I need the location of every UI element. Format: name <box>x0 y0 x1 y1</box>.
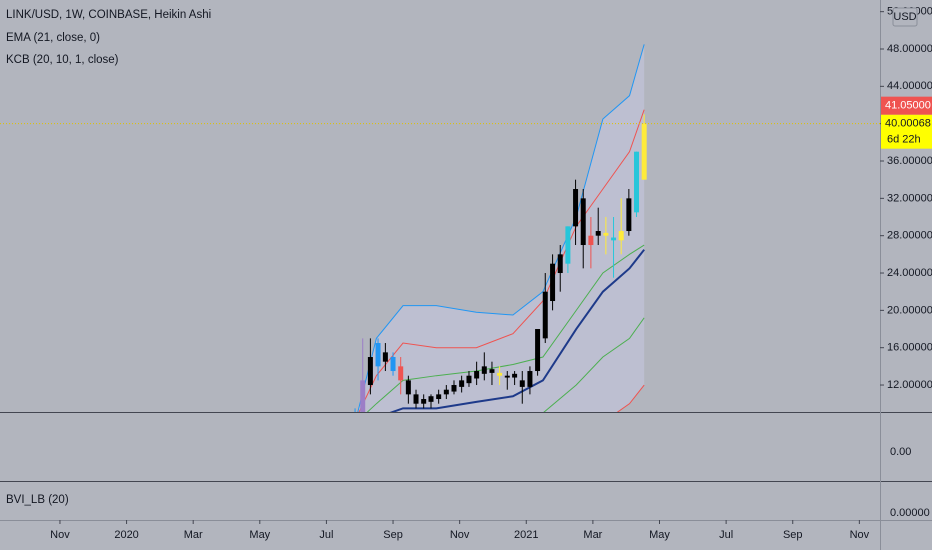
last-price-label: 40.00068 <box>885 118 931 130</box>
pane-tick-label: 0.00000 <box>890 507 930 519</box>
x-tick-label: Sep <box>783 529 803 541</box>
candle-body <box>565 226 571 264</box>
candle-body <box>443 389 449 395</box>
candle-body <box>557 254 563 274</box>
last-price-box <box>881 114 932 149</box>
y-tick-label: 48.00000 <box>887 43 932 55</box>
y-tick-label: 16.00000 <box>887 342 932 354</box>
band-fill <box>357 44 645 412</box>
chart-title: LINK/USD, 1W, COINBASE, Heikin Ashi <box>6 9 211 21</box>
currency-badge <box>892 7 918 27</box>
candle-body <box>367 357 373 386</box>
x-tick-label: Nov <box>450 529 470 541</box>
candle-body <box>580 198 586 246</box>
candle-body <box>459 380 465 387</box>
pane-tick-label: 0.00 <box>890 446 911 458</box>
indicator-label: EMA (21, close, 0) <box>6 32 100 44</box>
x-tick-label: Mar <box>583 529 602 541</box>
candle-body <box>497 372 503 376</box>
x-tick-label: 2021 <box>514 529 538 541</box>
candle-body <box>413 394 419 404</box>
indicator-line <box>366 244 645 412</box>
x-tick-label: Mar <box>184 529 203 541</box>
x-tick-label: May <box>649 529 670 541</box>
x-tick-label: 2020 <box>114 529 138 541</box>
candle-body <box>519 380 525 387</box>
candle-body <box>588 235 594 246</box>
candle-body <box>573 189 579 227</box>
indicator-label: KCB (20, 10, 1, close) <box>6 54 119 66</box>
candle-body <box>618 231 624 241</box>
candle-body <box>421 399 427 404</box>
candle-body <box>382 352 388 362</box>
candle-body <box>405 380 411 395</box>
countdown-label: 6d 22h <box>887 134 921 146</box>
candle-body <box>360 380 366 412</box>
candle-body <box>535 329 541 372</box>
candle-body <box>512 373 518 378</box>
candle-body <box>428 396 434 402</box>
candle-body <box>626 198 632 232</box>
indicator-line <box>358 109 645 412</box>
x-tick-label: Nov <box>50 529 70 541</box>
pane-title: BVI_LB (20) <box>6 494 69 506</box>
candle-body <box>390 357 396 372</box>
candle-body <box>595 231 601 236</box>
marker-price-box <box>881 96 932 115</box>
x-tick-label: Nov <box>850 529 870 541</box>
candle-body <box>436 394 442 400</box>
candle-body <box>550 263 556 302</box>
candle-body <box>634 151 640 213</box>
candle-body <box>398 366 404 381</box>
x-tick-label: Jul <box>319 529 333 541</box>
indicator-line <box>543 317 645 412</box>
y-tick-label: 12.00000 <box>887 379 932 391</box>
candle-body <box>504 375 510 378</box>
currency-label: USD <box>893 11 916 23</box>
candle-body <box>375 343 381 367</box>
marker-price-label: 41.05000 <box>885 100 931 112</box>
candle-body <box>603 232 609 236</box>
y-tick-label: 24.00000 <box>887 267 932 279</box>
candle-body <box>481 366 487 374</box>
candle-body <box>611 237 617 241</box>
indicator-line <box>357 44 645 412</box>
y-tick-label: 28.00000 <box>887 230 932 242</box>
y-tick-label: 32.00000 <box>887 192 932 204</box>
y-tick-label: 20.00000 <box>887 304 932 316</box>
candle-body <box>466 375 472 384</box>
y-tick-label: 36.00000 <box>887 155 932 167</box>
candle-body <box>527 371 533 387</box>
x-tick-label: Sep <box>383 529 403 541</box>
candle-body <box>641 123 647 180</box>
y-tick-label: 44.00000 <box>887 80 932 92</box>
candle-body <box>451 385 457 392</box>
candle-body <box>489 369 495 373</box>
price-pane <box>354 44 647 412</box>
x-tick-label: Jul <box>719 529 733 541</box>
candle-body <box>542 291 548 339</box>
x-tick-label: May <box>249 529 270 541</box>
candle-body <box>474 371 480 379</box>
indicator-line <box>389 249 645 412</box>
